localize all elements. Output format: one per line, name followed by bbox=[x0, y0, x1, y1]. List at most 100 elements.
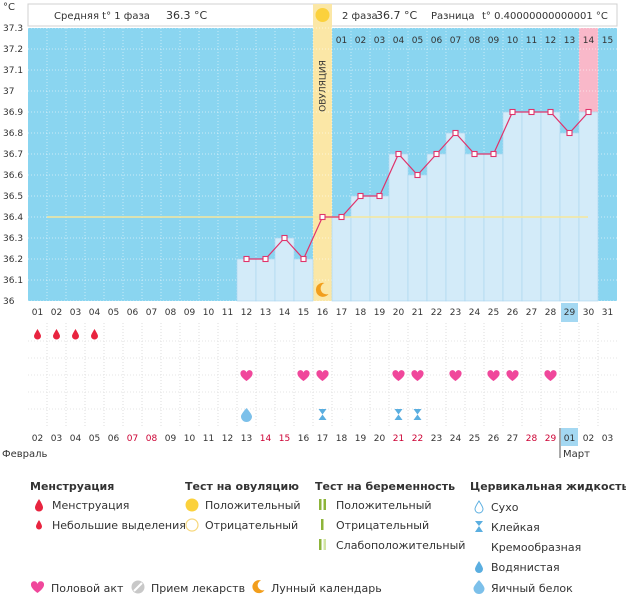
cycle-day-label: 31 bbox=[602, 308, 613, 318]
date-label: 01 bbox=[564, 434, 575, 444]
phase2-day-label: 07 bbox=[450, 36, 461, 46]
y-tick-label: 36.4 bbox=[3, 213, 23, 223]
legend-cervical-sticky: Клейкая bbox=[491, 521, 540, 534]
temperature-point bbox=[414, 171, 421, 179]
temperature-bar bbox=[274, 237, 295, 302]
y-tick-label: 36.2 bbox=[3, 255, 23, 265]
cycle-day-label: 29 bbox=[564, 308, 576, 318]
date-label: 08 bbox=[146, 434, 158, 444]
egg-white-icon bbox=[473, 580, 485, 594]
temperature-point bbox=[509, 108, 516, 116]
phase2-day-label: 13 bbox=[564, 36, 575, 46]
temperature-bar bbox=[388, 153, 409, 302]
sticky-icon bbox=[394, 409, 403, 420]
heart-icon bbox=[30, 581, 45, 593]
phase2-day-label: 04 bbox=[393, 36, 405, 46]
pregnancy-weak-icon bbox=[319, 539, 326, 550]
pill-icon bbox=[131, 580, 145, 594]
date-label: 21 bbox=[393, 434, 404, 444]
phase2-day-label: 15 bbox=[602, 36, 613, 46]
temperature-bar bbox=[521, 111, 542, 302]
blood-drop-icon bbox=[53, 329, 60, 340]
moon-icon bbox=[252, 580, 265, 594]
date-label: 28 bbox=[526, 434, 538, 444]
temperature-point bbox=[452, 129, 459, 137]
sticky-icon bbox=[318, 409, 327, 420]
temperature-bar bbox=[293, 258, 314, 302]
heart-icon bbox=[487, 370, 500, 381]
sticky-icon bbox=[413, 409, 422, 420]
phase2-day-label: 09 bbox=[488, 36, 500, 46]
creamy-icon bbox=[474, 542, 484, 551]
cycle-day-label: 07 bbox=[146, 308, 157, 318]
legend-pregnancy-weak: Слабоположительный bbox=[336, 539, 466, 552]
date-label: 22 bbox=[412, 434, 423, 444]
temperature-point bbox=[376, 192, 383, 200]
legend-menstruation-title: Менструация bbox=[30, 480, 115, 493]
legend-pregnancy-negative: Отрицательный bbox=[336, 519, 430, 532]
cycle-day-label: 06 bbox=[127, 308, 139, 318]
phase2-day-label: 14 bbox=[583, 36, 595, 46]
phase2-value: 36.7 °C bbox=[376, 9, 417, 22]
phase1-value: 36.3 °C bbox=[166, 9, 207, 22]
date-label: 29 bbox=[545, 434, 557, 444]
cycle-day-label: 28 bbox=[545, 308, 557, 318]
temperature-bar bbox=[578, 111, 599, 302]
month-label: Февраль bbox=[2, 449, 48, 460]
temperature-point bbox=[281, 234, 288, 242]
date-label: 11 bbox=[203, 434, 214, 444]
month-start-highlight bbox=[561, 428, 578, 446]
legend-pregnancy-test-title: Тест на беременность bbox=[315, 480, 456, 493]
dry-icon bbox=[474, 500, 484, 514]
cycle-day-label: 16 bbox=[317, 308, 329, 318]
legend-lunar-calendar: Лунный календарь bbox=[271, 582, 382, 595]
month-label: Март bbox=[563, 449, 590, 460]
date-label: 14 bbox=[260, 434, 272, 444]
legend-ovulation-negative: Отрицательный bbox=[205, 519, 299, 532]
temperature-point bbox=[395, 150, 402, 158]
legend-intercourse: Половой акт bbox=[51, 582, 124, 595]
date-label: 10 bbox=[184, 434, 196, 444]
legend-cervical-watery: Водянистая bbox=[491, 561, 560, 574]
phase2-day-label: 11 bbox=[526, 36, 537, 46]
heart-icon bbox=[411, 370, 424, 381]
y-tick-label: 36.7 bbox=[3, 150, 23, 160]
axis-band bbox=[28, 301, 617, 323]
temperature-bar bbox=[540, 111, 561, 302]
phase2-day-label: 10 bbox=[507, 36, 519, 46]
temperature-point bbox=[262, 255, 269, 263]
temperature-bar bbox=[255, 258, 276, 302]
temperature-bar bbox=[331, 216, 352, 302]
cycle-day-label: 10 bbox=[203, 308, 215, 318]
phase2-day-label: 01 bbox=[336, 36, 347, 46]
cycle-day-label: 01 bbox=[32, 308, 43, 318]
small-blood-drop-icon bbox=[36, 520, 42, 530]
temperature-bar bbox=[236, 258, 257, 302]
y-tick-label: 36.5 bbox=[3, 192, 23, 202]
date-label: 03 bbox=[602, 434, 613, 444]
date-label: 13 bbox=[241, 434, 252, 444]
temperature-bar bbox=[502, 111, 523, 302]
date-label: 05 bbox=[89, 434, 100, 444]
date-label: 17 bbox=[317, 434, 328, 444]
current-day-highlight bbox=[561, 303, 578, 322]
temperature-point bbox=[566, 129, 573, 137]
date-label: 26 bbox=[488, 434, 500, 444]
heart-icon bbox=[240, 370, 253, 381]
date-label: 25 bbox=[469, 434, 480, 444]
heart-icon bbox=[544, 370, 557, 381]
temperature-bar bbox=[483, 153, 504, 302]
temperature-point bbox=[547, 108, 554, 116]
temperature-point bbox=[490, 150, 497, 158]
cycle-day-label: 18 bbox=[355, 308, 367, 318]
phase2-day-label: 02 bbox=[355, 36, 366, 46]
date-label: 02 bbox=[583, 434, 594, 444]
y-tick-label: 36.8 bbox=[3, 129, 23, 139]
date-label: 09 bbox=[165, 434, 177, 444]
legend-cervical-creamy: Кремообразная bbox=[491, 541, 582, 554]
cycle-day-label: 23 bbox=[450, 308, 461, 318]
cycle-day-label: 17 bbox=[336, 308, 347, 318]
cycle-day-label: 02 bbox=[51, 308, 62, 318]
y-tick-label: 37.3 bbox=[3, 24, 23, 34]
blood-drop-icon bbox=[72, 329, 79, 340]
